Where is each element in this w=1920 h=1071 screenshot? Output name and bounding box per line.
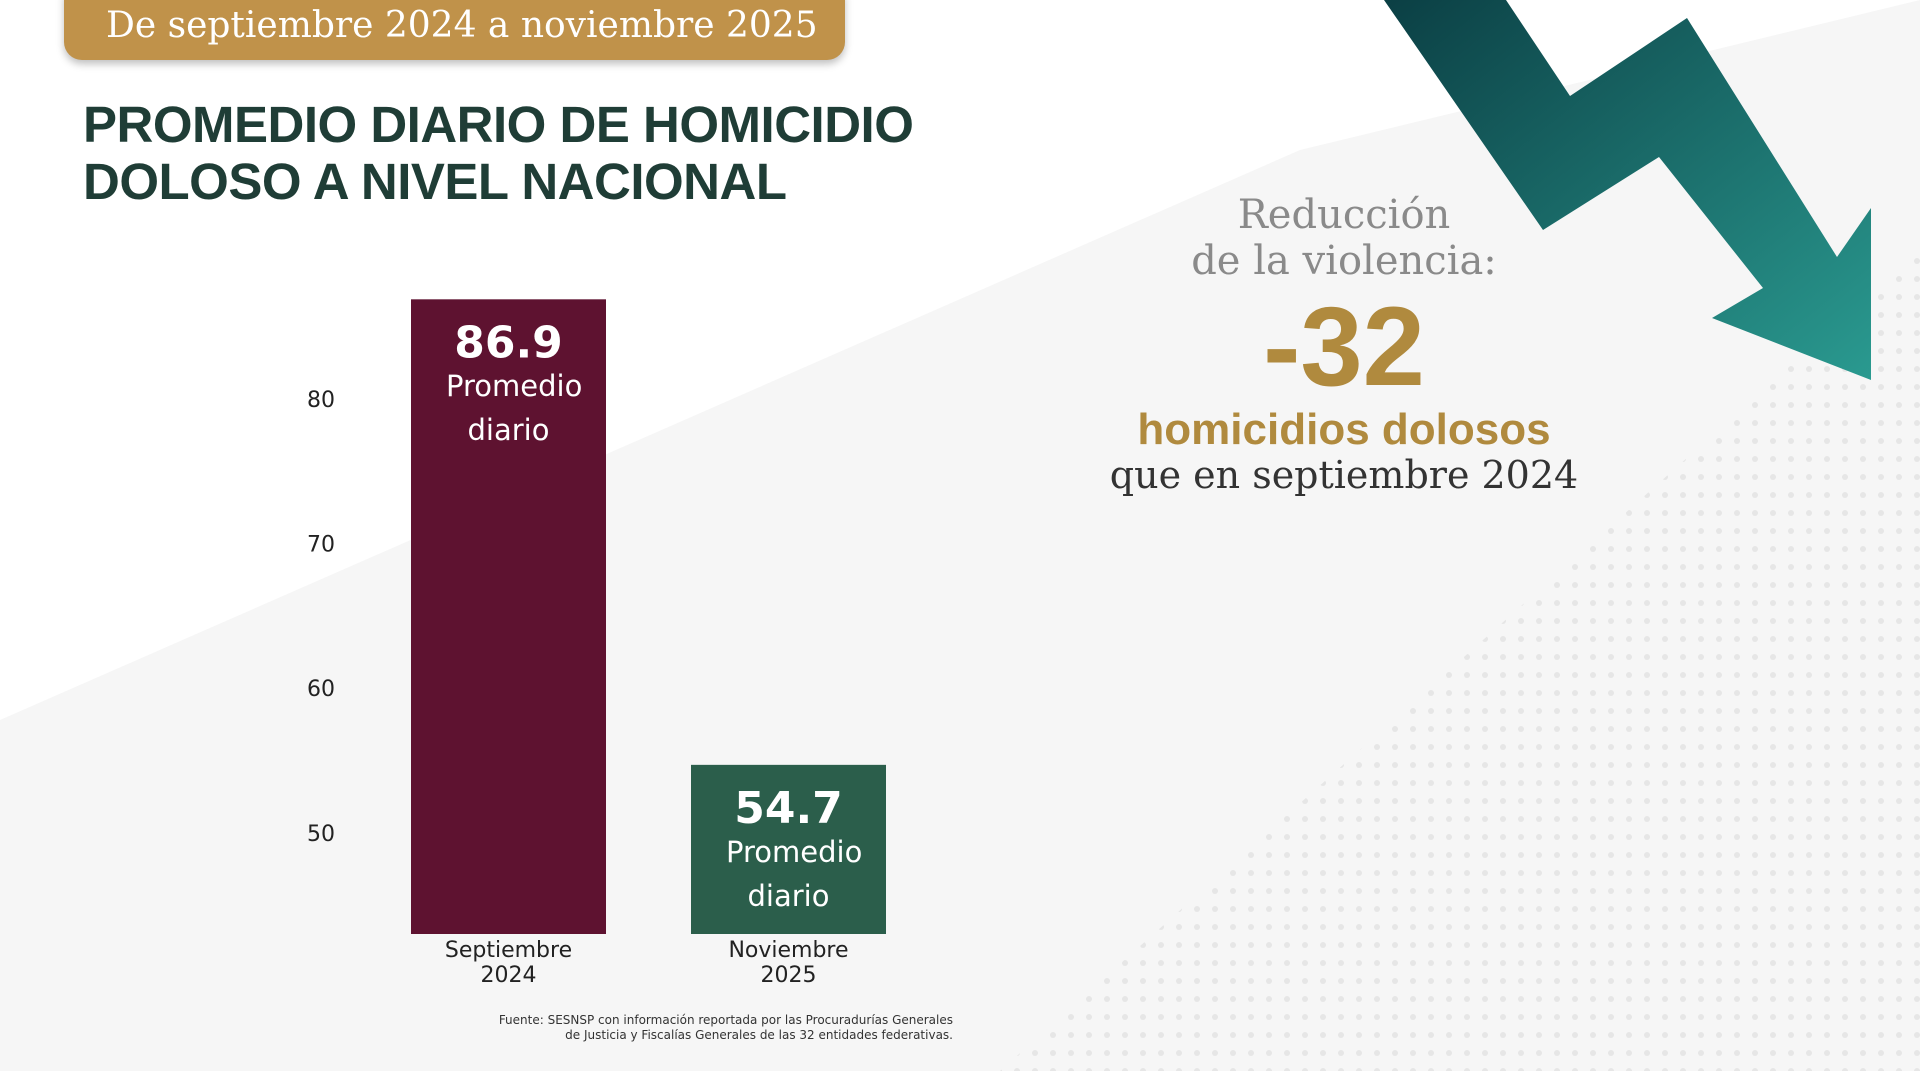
callout-unit: homicidios dolosos [1137, 405, 1551, 454]
y-tick-label: 60 [307, 677, 335, 702]
chart-title: PROMEDIO DIARIO DE HOMICIDIO [83, 96, 914, 153]
x-tick-label: Noviembre 2025 [728, 938, 849, 988]
header: De septiembre 2024 a noviembre 2025 [64, 0, 845, 60]
callout-intro: de la violencia: [1191, 238, 1497, 284]
y-tick-label: 70 [307, 533, 335, 558]
x-tick-label: Septiembre 2024 [444, 938, 573, 988]
value-label: 54.7 [734, 783, 843, 834]
chart-title: DOLOSO A NIVEL NACIONAL [83, 153, 787, 210]
arrow [1384, 0, 1871, 380]
bar [691, 764, 886, 934]
y-tick-label: 50 [307, 822, 335, 847]
bar [411, 299, 606, 934]
bar-sublabel: Promedio diario [726, 834, 863, 913]
source: Fuente: SESNSP con información reportada… [498, 1013, 953, 1027]
bar-sublabel: Promedio diario [446, 369, 583, 448]
callout-intro: Reducción [1237, 192, 1451, 238]
callout-value: -32 [1263, 284, 1425, 409]
y-tick-label: 80 [307, 388, 335, 413]
source: de Justicia y Fiscalías Generales de las… [565, 1028, 953, 1042]
dot-pattern [1000, 250, 1920, 1071]
value-label: 86.9 [454, 317, 563, 368]
callout-note: que en septiembre 2024 [1109, 453, 1579, 497]
